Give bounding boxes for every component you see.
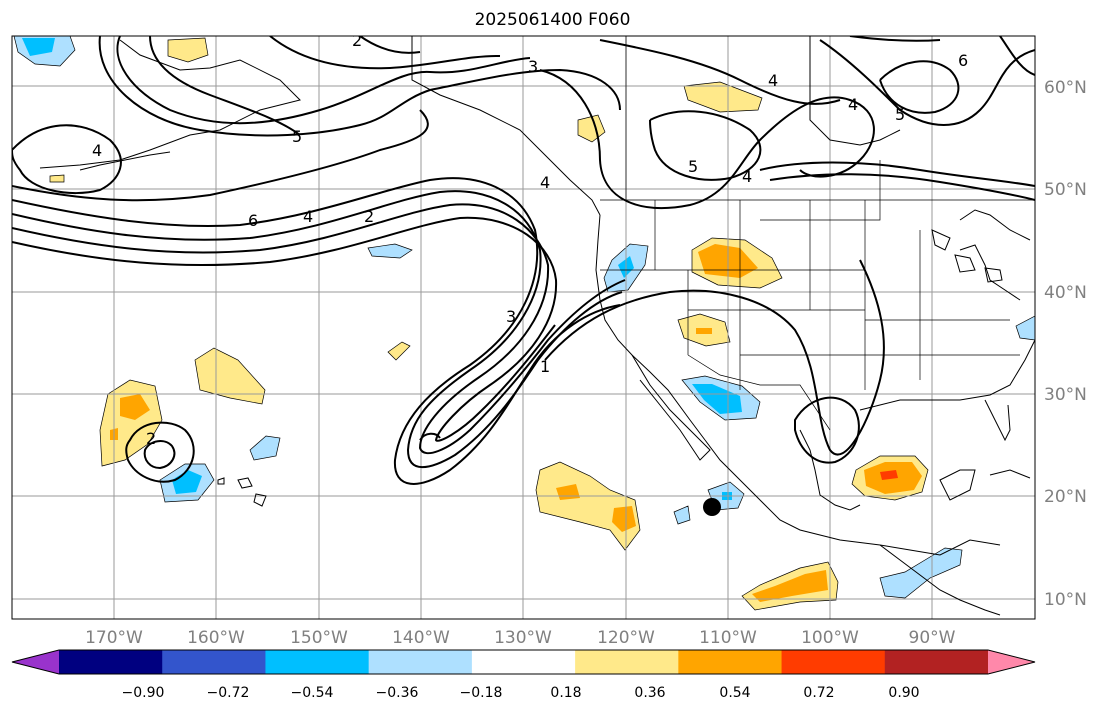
positive-anomaly-region — [683, 81, 763, 113]
colorbar-outline — [11, 649, 1036, 675]
contour-label: 5 — [292, 127, 302, 146]
positive-anomaly-region — [535, 461, 641, 551]
colorbar-tick-label: 0.90 — [888, 685, 919, 701]
contour-label: 4 — [92, 141, 102, 160]
lat-label: 40°N — [1044, 283, 1087, 303]
lat-label: 50°N — [1044, 180, 1087, 200]
contour-label: 5 — [688, 157, 698, 176]
colorbar-segment — [162, 650, 266, 674]
negative-anomaly-core — [172, 470, 202, 494]
contour-label: 2 — [364, 207, 374, 226]
lon-label: 170°W — [85, 628, 143, 648]
colorbar-segment — [678, 650, 783, 674]
positive-anomaly-core — [612, 506, 636, 532]
positive-anomaly-region — [194, 347, 266, 405]
contour-label: 6 — [958, 51, 968, 70]
positive-anomaly-core — [120, 394, 150, 420]
colorbar-segment — [575, 650, 679, 674]
lat-label: 10°N — [1044, 590, 1087, 610]
colorbar-tick-label: −0.90 — [122, 685, 165, 701]
positive-anomaly-region — [387, 341, 411, 361]
lon-label: 110°W — [699, 628, 757, 648]
colorbar-segment — [59, 650, 163, 674]
lon-label: 120°W — [597, 628, 655, 648]
latitude-labels: 60°N 50°N 40°N 30°N 20°N 10°N — [1044, 78, 1087, 610]
lon-label: 150°W — [290, 628, 348, 648]
lat-label: 60°N — [1044, 78, 1087, 98]
coastlines — [39, 36, 1035, 616]
colorbar-extend-min — [12, 650, 59, 674]
lon-label: 160°W — [187, 628, 245, 648]
negative-anomaly-region — [673, 505, 691, 525]
colorbar-segment — [781, 650, 886, 674]
positive-anomaly-region — [167, 37, 209, 63]
contour-label: 1 — [540, 357, 550, 376]
contour-label: 5 — [895, 105, 905, 124]
colorbar-tick-label: 0.36 — [634, 685, 665, 701]
colorbar-extend-max — [988, 650, 1035, 674]
map-title: 2025061400 F060 — [474, 10, 631, 30]
colorbar — [11, 649, 1036, 675]
contour-label: 4 — [540, 173, 550, 192]
colorbar-segment — [265, 650, 370, 674]
contour-label: 4 — [768, 71, 778, 90]
shaded-anomalies — [13, 36, 1035, 611]
positive-anomaly-core — [696, 328, 712, 334]
colorbar-segment — [471, 650, 576, 674]
colorbar-tick-label: 0.54 — [719, 685, 750, 701]
political-borders — [600, 36, 1035, 431]
negative-anomaly-region — [249, 435, 281, 461]
longitude-labels: 170°W 160°W 150°W 140°W 130°W 120°W 110°… — [85, 628, 956, 648]
negative-anomaly-core — [692, 384, 742, 414]
contour-label: 4 — [848, 95, 858, 114]
positive-anomaly-region — [49, 174, 65, 183]
colorbar-segment — [884, 650, 989, 674]
negative-anomaly-region — [367, 243, 413, 259]
positive-anomaly-core — [752, 570, 828, 602]
colorbar-tick-label: 0.18 — [550, 685, 581, 701]
colorbar-tick-label: 0.72 — [803, 685, 834, 701]
contour-label-group: 2 3 4 4 4 5 6 6 4 2 5 4 5 4 3 1 2 — [92, 31, 968, 448]
contour-label: 6 — [248, 211, 258, 230]
colorbar-tick-labels: −0.90 −0.72 −0.54 −0.36 −0.18 0.18 0.36 … — [122, 685, 920, 701]
gridlines — [12, 36, 1035, 619]
lon-label: 140°W — [392, 628, 450, 648]
lon-label: 90°W — [909, 628, 956, 648]
map-frame — [11, 35, 1036, 620]
negative-anomaly-core — [22, 38, 55, 56]
storm-marker — [703, 498, 721, 516]
contour-label: 3 — [528, 57, 538, 76]
contour-label: 2 — [352, 31, 362, 50]
lon-label: 130°W — [494, 628, 552, 648]
lon-label: 100°W — [801, 628, 859, 648]
contour-label: 3 — [506, 307, 516, 326]
lat-label: 20°N — [1044, 487, 1087, 507]
colorbar-tick-label: −0.54 — [291, 685, 334, 701]
negative-anomaly-region — [879, 547, 963, 599]
contour-lines — [12, 36, 1035, 485]
contour-label: 4 — [303, 207, 313, 226]
colorbar-tick-label: −0.18 — [460, 685, 503, 701]
colorbar-segment — [368, 650, 473, 674]
colorbar-tick-label: −0.36 — [376, 685, 419, 701]
contour-label: 4 — [742, 167, 752, 186]
contour-label: 2 — [146, 429, 156, 448]
positive-anomaly-region — [99, 379, 163, 467]
colorbar-tick-label: −0.72 — [207, 685, 250, 701]
negative-anomaly-region — [1015, 315, 1035, 341]
positive-anomaly-peak — [880, 470, 898, 480]
lat-label: 30°N — [1044, 385, 1087, 405]
